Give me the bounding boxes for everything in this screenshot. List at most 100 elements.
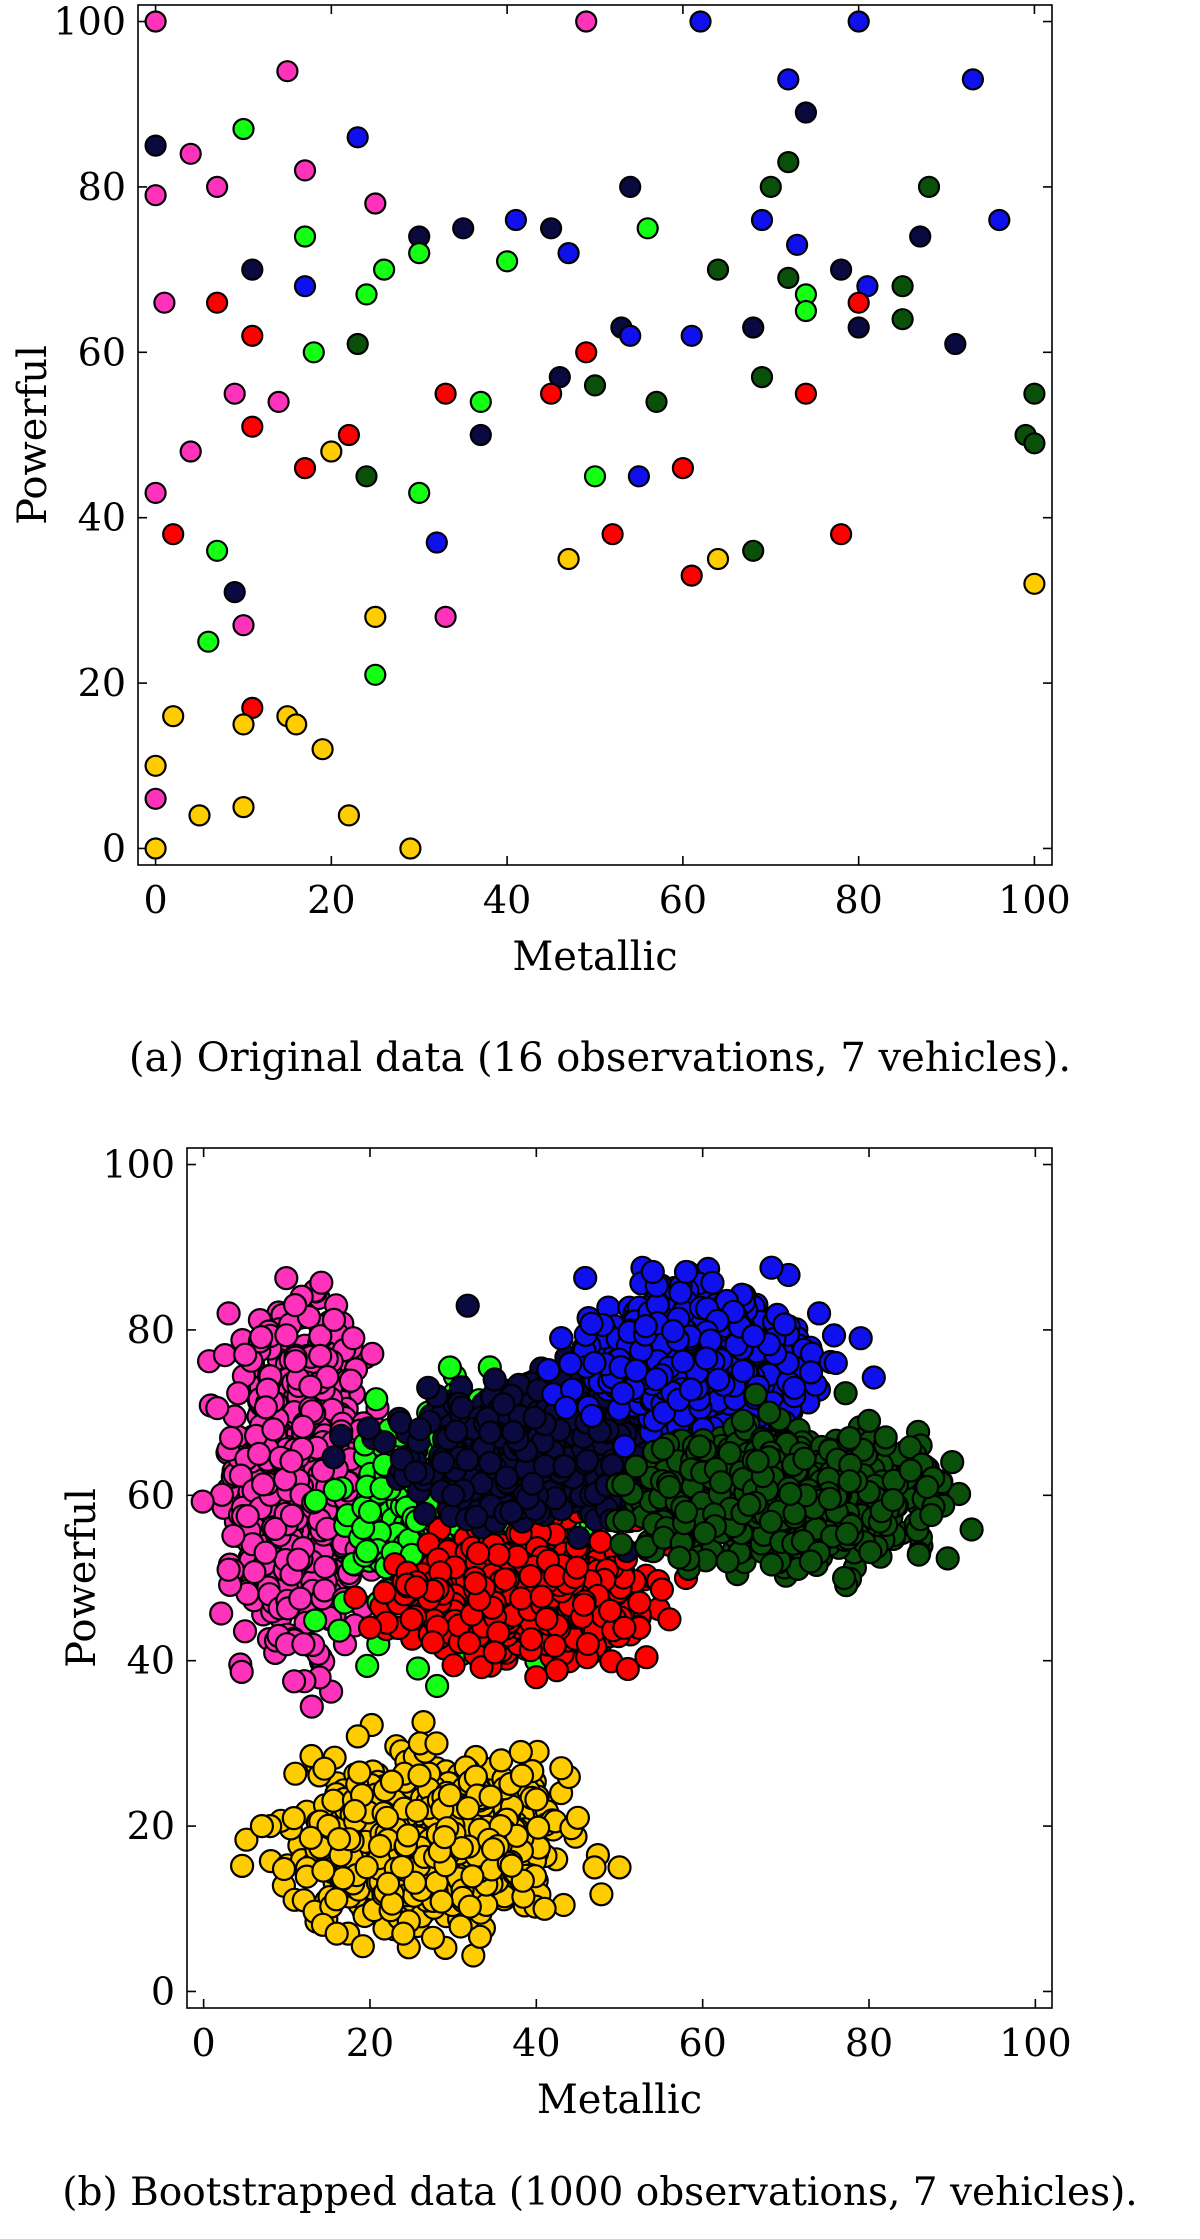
data-point: [482, 1640, 507, 1665]
data-point: [293, 225, 317, 248]
data-point: [615, 1656, 640, 1682]
data-point: [293, 457, 317, 480]
data-point: [253, 1540, 278, 1565]
plot-frame: [137, 4, 1053, 866]
data-point: [144, 481, 167, 504]
data-point: [575, 1631, 601, 1657]
data-point: [321, 1788, 346, 1813]
data-point: [742, 539, 765, 562]
data-point: [499, 1853, 524, 1878]
x-axis-label: Metallic: [537, 2077, 702, 2123]
data-point: [657, 1607, 682, 1632]
data-point: [412, 1501, 437, 1526]
data-point: [246, 1441, 272, 1466]
data-point: [566, 1525, 591, 1550]
data-point: [206, 175, 229, 198]
data-point: [274, 1323, 299, 1348]
data-point: [212, 1343, 238, 1368]
data-point: [347, 1760, 372, 1785]
data-point: [343, 1585, 368, 1610]
data-point: [342, 1798, 367, 1824]
data-point: [420, 1925, 446, 1950]
data-point: [1023, 382, 1046, 405]
data-point: [557, 242, 580, 265]
chart-a-points: [144, 10, 1046, 860]
data-point: [355, 283, 378, 306]
data-point: [891, 275, 914, 298]
data-point: [432, 1824, 457, 1850]
data-point: [271, 1856, 297, 1882]
data-point: [539, 217, 563, 240]
data-point: [290, 1414, 316, 1439]
data-point: [829, 258, 853, 281]
data-point: [293, 159, 317, 182]
data-point: [221, 1523, 246, 1548]
data-point: [162, 705, 185, 728]
data-point: [241, 415, 264, 438]
data-point: [309, 1270, 334, 1295]
data-point: [324, 1887, 349, 1912]
data-point: [429, 1889, 454, 1914]
data-point: [286, 1547, 311, 1572]
x-tick-label: 100: [999, 2021, 1072, 2065]
data-point: [689, 10, 712, 33]
y-tick-label: 20: [78, 661, 126, 705]
data-point: [302, 341, 325, 364]
data-point: [583, 465, 607, 488]
data-point: [321, 1307, 347, 1332]
x-tick-label: 100: [998, 878, 1071, 922]
panel-a: 0 20 40 60 80 100 0 20 40 60 80 100 Metallic Powerful…: [0, 0, 1200, 1110]
data-point: [534, 1606, 559, 1632]
data-point: [829, 523, 853, 546]
data-point: [144, 787, 167, 810]
data-point: [425, 531, 448, 554]
data-point: [759, 175, 782, 198]
data-point: [408, 481, 431, 504]
data-point: [345, 1724, 370, 1749]
data-point: [179, 440, 202, 463]
data-point: [794, 101, 818, 124]
x-axis-label: Metallic: [512, 934, 677, 980]
data-point: [179, 142, 202, 165]
data-point: [607, 1855, 632, 1880]
data-point: [649, 1577, 675, 1602]
data-point: [205, 1396, 230, 1421]
data-point: [354, 1855, 379, 1880]
data-point: [408, 242, 431, 265]
data-point: [493, 1567, 518, 1592]
data-point: [232, 117, 255, 141]
data-point: [645, 390, 668, 413]
data-point: [144, 754, 167, 777]
data-point: [407, 1763, 432, 1788]
data-point: [329, 1423, 354, 1448]
data-point: [518, 1564, 543, 1589]
data-point: [847, 291, 870, 314]
data-point: [249, 1325, 274, 1350]
data-point: [529, 1584, 554, 1609]
data-point: [374, 1805, 400, 1830]
data-point: [356, 1416, 381, 1441]
y-tick-label: 20: [127, 1804, 175, 1848]
data-point: [509, 1763, 535, 1788]
y-tick-label: 60: [78, 330, 126, 374]
x-tick-label: 60: [659, 878, 707, 922]
data-point: [411, 1709, 436, 1735]
data-point: [680, 564, 703, 587]
data-point: [206, 291, 229, 314]
x-tick-label: 40: [483, 878, 531, 922]
data-point: [575, 341, 598, 364]
data-point: [437, 1783, 462, 1808]
data-point: [281, 1805, 306, 1831]
data-point: [283, 1761, 308, 1786]
data-point: [279, 1449, 304, 1474]
data-point: [219, 1425, 244, 1450]
data-point: [627, 465, 651, 488]
data-point: [162, 523, 185, 546]
data-point: [404, 1798, 430, 1823]
data-point: [777, 68, 800, 91]
data-point: [298, 1825, 323, 1851]
data-point: [524, 1665, 549, 1690]
data-point: [313, 1554, 338, 1580]
data-point: [341, 1326, 366, 1351]
